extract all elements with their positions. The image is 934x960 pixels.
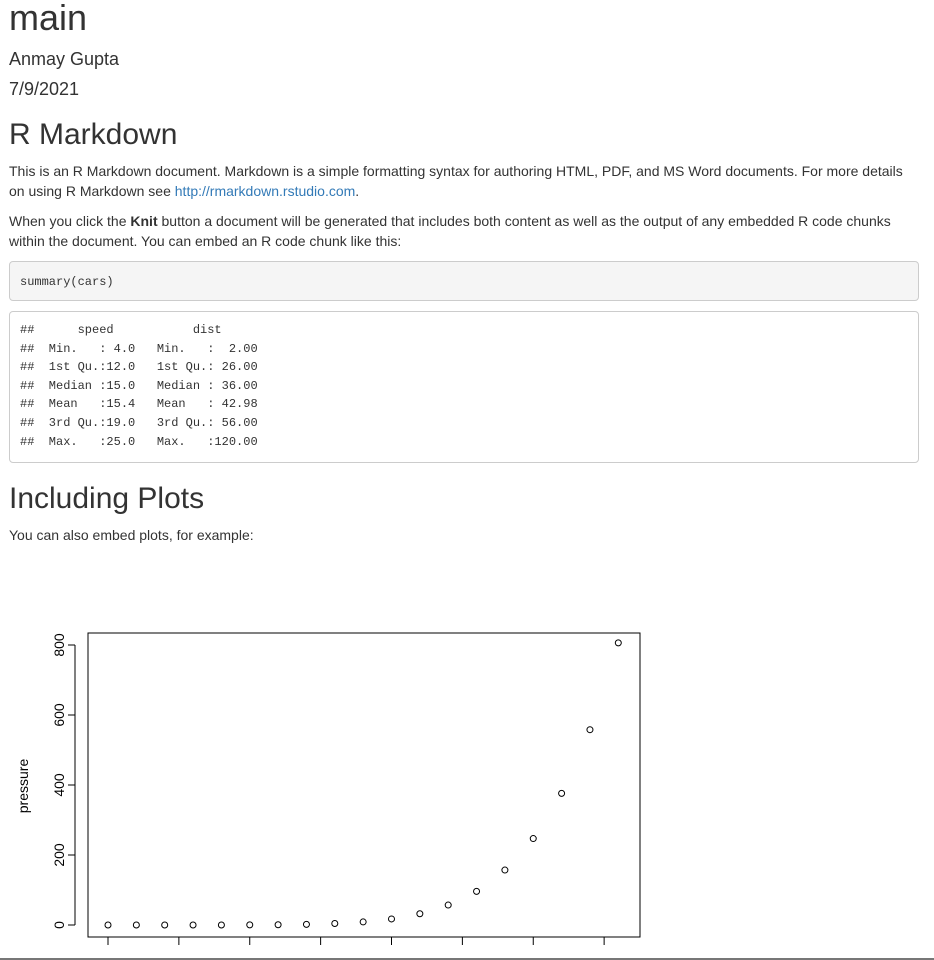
knit-paragraph: When you click the Knit button a documen… xyxy=(9,211,919,251)
document-date: 7/9/2021 xyxy=(9,79,80,99)
code-line: summary(cars) xyxy=(20,275,114,289)
bottom-divider xyxy=(0,958,934,960)
data-point xyxy=(217,921,225,929)
code-output-line: ## 1st Qu.:12.0 1st Qu.: 26.00 xyxy=(20,360,273,375)
data-point xyxy=(416,910,424,918)
knit-bold: Knit xyxy=(130,213,158,229)
code-output-line: ## Mean :15.4 Mean : 42.98 xyxy=(20,397,273,412)
y-tick-label: 400 xyxy=(51,773,67,797)
code-chunk-source[interactable]: summary(cars) xyxy=(9,261,919,301)
data-point xyxy=(331,920,339,928)
rmarkdown-link[interactable]: http://rmarkdown.rstudio.com xyxy=(174,183,356,199)
code-chunk-output[interactable]: ## speed dist ## Min. : 4.0 Min. : 2.00 … xyxy=(9,311,919,463)
intro-text: This is an R Markdown document. Markdown… xyxy=(9,163,903,199)
intro-period: . xyxy=(355,183,360,199)
data-point xyxy=(246,921,254,929)
data-point xyxy=(529,835,537,843)
data-point xyxy=(586,726,594,734)
plot-frame xyxy=(87,632,641,938)
y-tick-label: 200 xyxy=(51,843,67,867)
knit-text-before: When you click the xyxy=(9,213,131,229)
code-output-line: ## Median :15.0 Median : 36.00 xyxy=(20,378,273,393)
y-axis-ticks: 0 200 400 600 800 xyxy=(51,633,75,929)
document-title: main xyxy=(9,0,88,38)
y-tick-label: 800 xyxy=(51,633,67,657)
section-heading-r-markdown: R Markdown xyxy=(9,118,178,151)
data-point xyxy=(189,921,197,929)
code-output-line: ## 3rd Qu.:19.0 3rd Qu.: 56.00 xyxy=(20,415,273,430)
data-point xyxy=(388,915,395,923)
code-output-line: ## speed dist xyxy=(20,323,273,337)
data-point xyxy=(132,921,140,929)
data-point xyxy=(274,921,282,929)
data-point xyxy=(614,639,622,647)
data-points xyxy=(104,639,622,929)
y-axis-label: pressure xyxy=(15,759,31,814)
data-point xyxy=(104,921,112,929)
data-point xyxy=(501,866,509,874)
plots-paragraph: You can also embed plots, for example: xyxy=(9,527,254,543)
data-point xyxy=(302,920,310,928)
pressure-scatter-plot: pressure 0 200 400 600 800 xyxy=(15,632,641,945)
section-heading-including-plots: Including Plots xyxy=(9,482,205,515)
y-tick-label: 600 xyxy=(51,703,67,727)
data-point xyxy=(473,887,481,895)
code-output-line: ## Max. :25.0 Max. :120.00 xyxy=(20,434,273,449)
code-output-line: ## Min. : 4.0 Min. : 2.00 xyxy=(20,341,273,356)
x-axis-ticks xyxy=(107,937,605,945)
data-point xyxy=(161,921,169,929)
intro-paragraph: This is an R Markdown document. Markdown… xyxy=(9,161,919,201)
data-point xyxy=(558,789,566,797)
knit-text-after: button a document will be generated that… xyxy=(9,213,891,249)
y-tick-label: 0 xyxy=(51,921,67,929)
data-point xyxy=(359,918,367,926)
code-output-text: ## speed dist ## Min. : 4.0 Min. : 2.00 … xyxy=(20,321,272,451)
data-point xyxy=(444,901,452,909)
document-author: Anmay Gupta xyxy=(9,49,120,69)
